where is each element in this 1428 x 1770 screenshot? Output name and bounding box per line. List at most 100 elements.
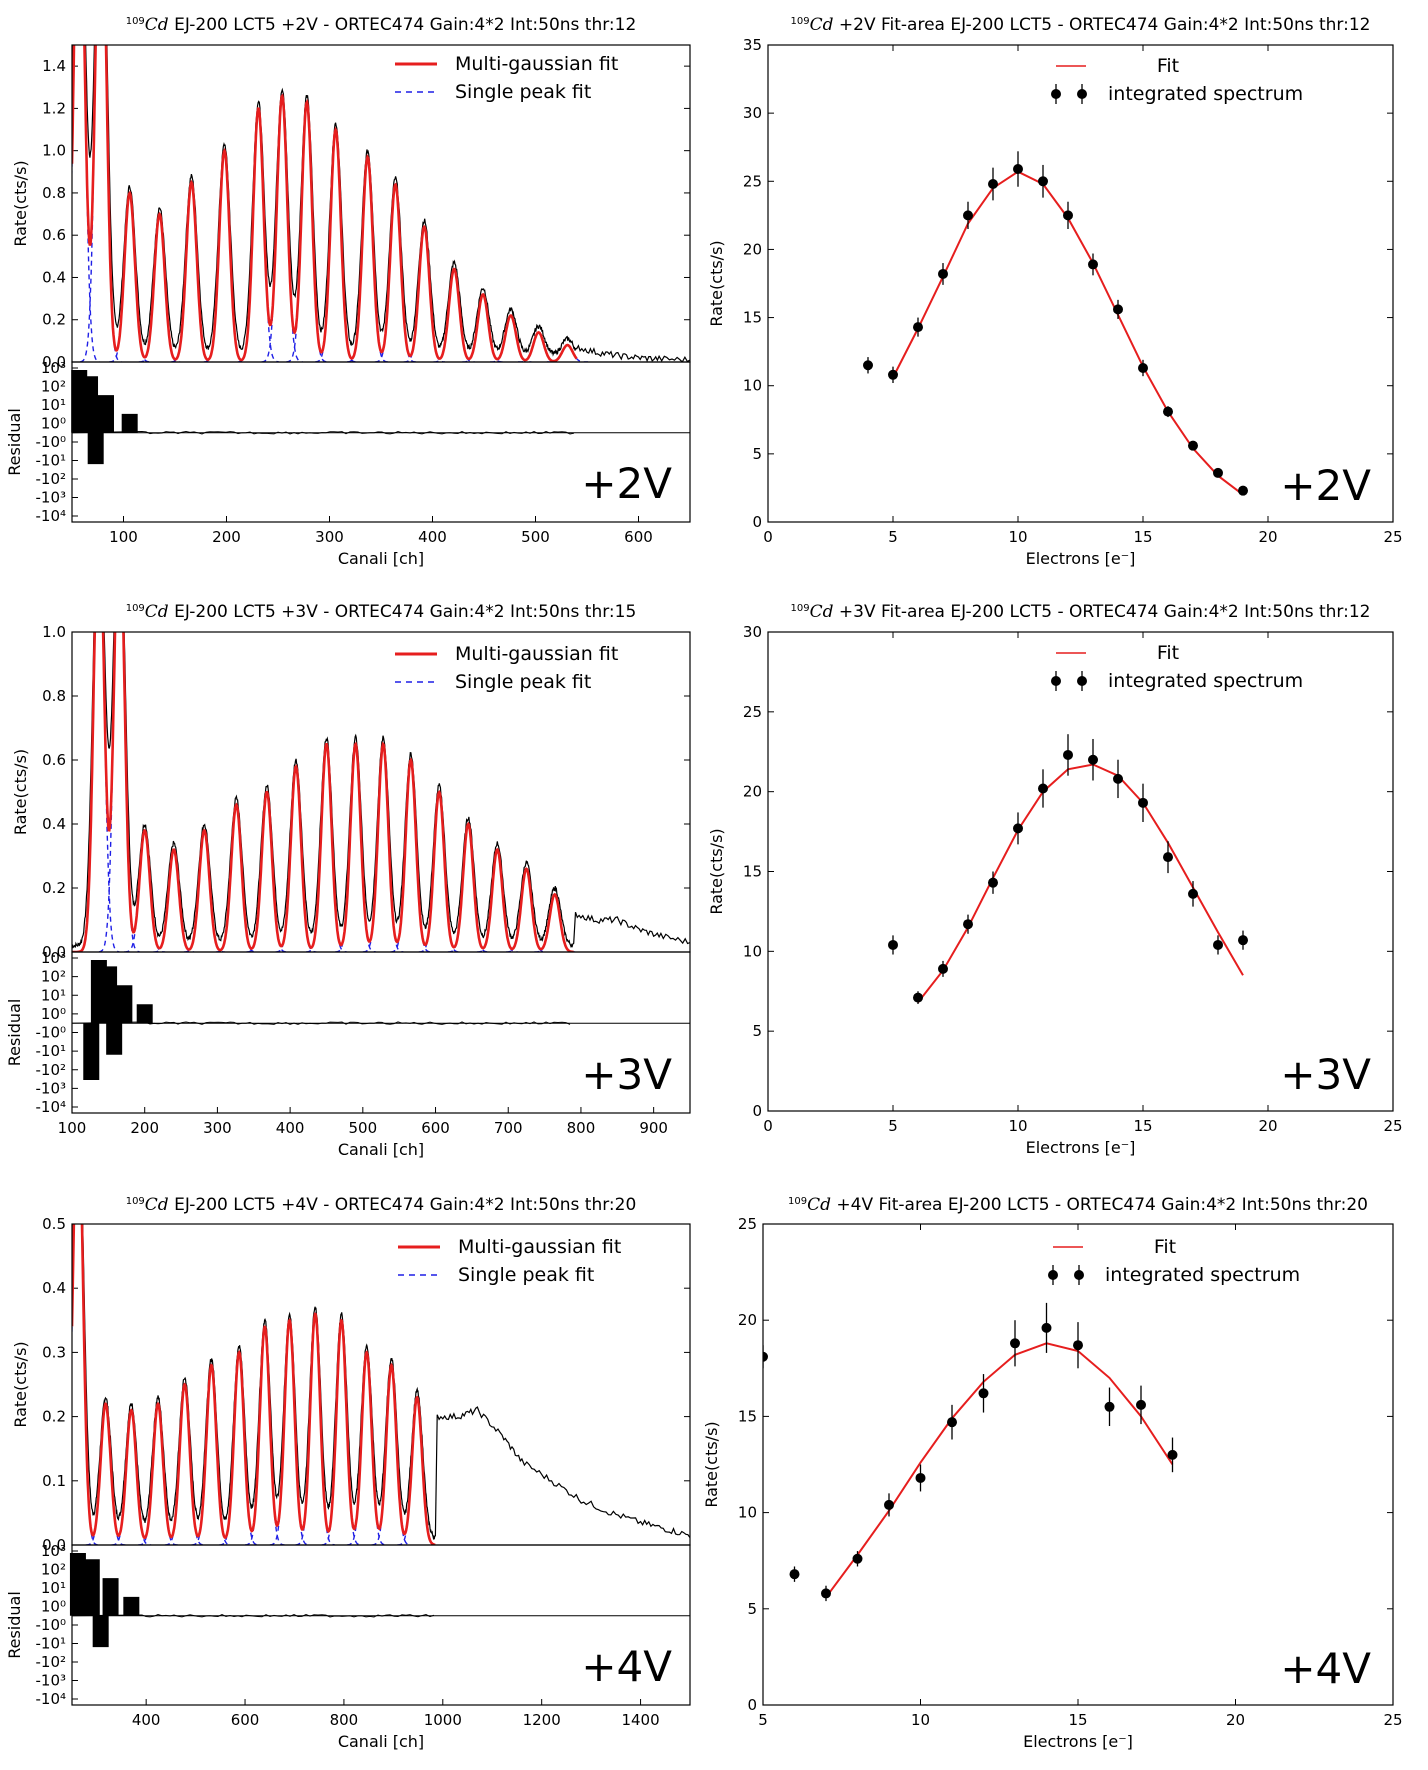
data-point (884, 1499, 894, 1510)
x-tick-label: 400 (418, 528, 447, 546)
x-tick-label: 600 (231, 1711, 260, 1729)
y-tick-label: 30 (743, 623, 762, 641)
x-tick-label: 600 (421, 1119, 450, 1137)
multi-gaussian-fit-line (72, 632, 574, 952)
residual-tick-label: 10⁰ (41, 1598, 66, 1616)
data-point (913, 992, 923, 1003)
residual-line (71, 1021, 571, 1025)
data-point (1136, 1399, 1146, 1410)
legend-swatch-point (1077, 89, 1087, 99)
x-tick-label: 25 (1383, 528, 1402, 546)
plot-area (863, 151, 1248, 496)
data-point (947, 1417, 957, 1428)
x-tick-label: 1200 (523, 1711, 561, 1729)
legend: Multi-gaussian fit Single peak fit (395, 643, 618, 693)
x-tick-label: 15 (1068, 1711, 1087, 1729)
residual-tick-label: 10⁰ (41, 415, 66, 433)
legend-entry-integrated: integrated spectrum (1108, 83, 1303, 105)
residual-axis-label: Residual (5, 408, 24, 476)
legend: Multi-gaussian fit Single peak fit (395, 53, 618, 103)
single-peak-fit-11 (374, 183, 416, 362)
data-point (1041, 1322, 1052, 1333)
data-point (1013, 164, 1023, 175)
data-point (1138, 797, 1148, 808)
single-peak-fit-8 (306, 742, 347, 952)
data-point (888, 369, 898, 380)
chart-title: 109Cd EJ-200 LCT5 +4V - ORTEC474 Gain:4*… (126, 1195, 637, 1215)
legend-entry-fit: Fit (1154, 1236, 1176, 1258)
y-tick-label: 0 (747, 1696, 757, 1714)
legend-entry-multi-gaussian: Multi-gaussian fit (455, 53, 618, 75)
y-tick-label: 0.0 (42, 943, 66, 961)
data-point (963, 210, 973, 221)
legend-entry-multi-gaussian: Multi-gaussian fit (455, 643, 618, 665)
plot-frame (71, 1223, 691, 1546)
single-peak-fit-15 (490, 314, 532, 362)
residual-tick-label: 10² (41, 1561, 66, 1579)
x-tick-label: 300 (203, 1119, 232, 1137)
plot-area (888, 734, 1248, 1005)
y-tick-label: 0.2 (42, 879, 66, 897)
data-point (1238, 485, 1248, 496)
legend-entry-fit: Fit (1157, 642, 1179, 664)
plot-area (72, 45, 690, 362)
legend-entry-single-peak: Single peak fit (455, 671, 591, 693)
y-tick-label: 25 (738, 1215, 757, 1233)
legend: Fit integrated spectrum (1048, 1236, 1300, 1286)
chart-spec3: 109Cd EJ-200 LCT5 +3V - ORTEC474 Gain:4*… (5, 602, 691, 1159)
single-peak-fit-16 (534, 893, 576, 952)
single-peak-fit-13 (397, 1395, 438, 1545)
residual-tick-label: -10¹ (35, 1042, 66, 1060)
y-tick-label: 35 (743, 36, 762, 54)
x-tick-label: 20 (1258, 528, 1277, 546)
x-tick-label: 1400 (621, 1711, 659, 1729)
residual-tick-label: -10³ (35, 489, 66, 507)
x-tick-label: 700 (494, 1119, 523, 1137)
residual-tick-label: 10² (41, 378, 66, 396)
y-tick-label: 10 (738, 1504, 757, 1522)
single-peak-fit-10 (347, 155, 389, 362)
voltage-label: +2V (1280, 461, 1371, 510)
single-peak-fit-0 (72, 45, 100, 362)
data-point (938, 963, 948, 974)
y-tick-label: 5 (747, 1600, 757, 1618)
single-peak-fit-6 (219, 1350, 259, 1545)
x-tick-label: 900 (639, 1119, 668, 1137)
y-tick-label: 20 (743, 783, 762, 801)
y-axis-label: Rate(cts/s) (707, 240, 726, 326)
voltage-label: +4V (581, 1642, 672, 1691)
voltage-label: +3V (581, 1050, 672, 1099)
residual-tick-label: -10⁴ (35, 507, 66, 525)
x-tick-label: 400 (132, 1711, 161, 1729)
legend: Fit integrated spectrum (1051, 55, 1303, 105)
chart-fit2: 109Cd +2V Fit-area EJ-200 LCT5 - ORTEC47… (707, 15, 1403, 568)
x-tick-label: 0 (763, 528, 773, 546)
single-peak-fit-3 (138, 1402, 178, 1545)
y-tick-label: 1.0 (42, 623, 66, 641)
residual-tick-label: -10⁴ (35, 1098, 66, 1116)
data-point (1138, 362, 1148, 373)
y-axis-label: Rate(cts/s) (11, 160, 30, 246)
x-tick-label: 100 (109, 528, 138, 546)
single-peak-fit-7 (275, 764, 317, 952)
data-point (1188, 440, 1198, 451)
x-axis-label: Electrons [e⁻] (1026, 549, 1136, 568)
data-point (1113, 304, 1123, 315)
data-point (763, 1351, 768, 1362)
residual-tick-label: 10¹ (41, 396, 66, 414)
chart-title: 109Cd +3V Fit-area EJ-200 LCT5 - ORTEC47… (791, 602, 1371, 622)
y-tick-label: 0.1 (42, 1472, 66, 1490)
y-tick-label: 20 (738, 1311, 757, 1329)
chart-fit3: 109Cd +3V Fit-area EJ-200 LCT5 - ORTEC47… (707, 602, 1403, 1157)
residual-tick-label: -10⁰ (35, 433, 66, 451)
x-tick-label: 10 (1008, 1117, 1027, 1135)
x-tick-label: 25 (1383, 1117, 1402, 1135)
data-point (821, 1588, 831, 1599)
data-point (915, 1472, 926, 1483)
single-peak-fit-10 (321, 1318, 362, 1545)
multi-gaussian-fit-line (72, 1224, 436, 1545)
y-tick-label: 0.5 (42, 1215, 66, 1233)
single-peak-fit-1 (98, 632, 140, 952)
single-peak-fit-16 (518, 331, 560, 362)
